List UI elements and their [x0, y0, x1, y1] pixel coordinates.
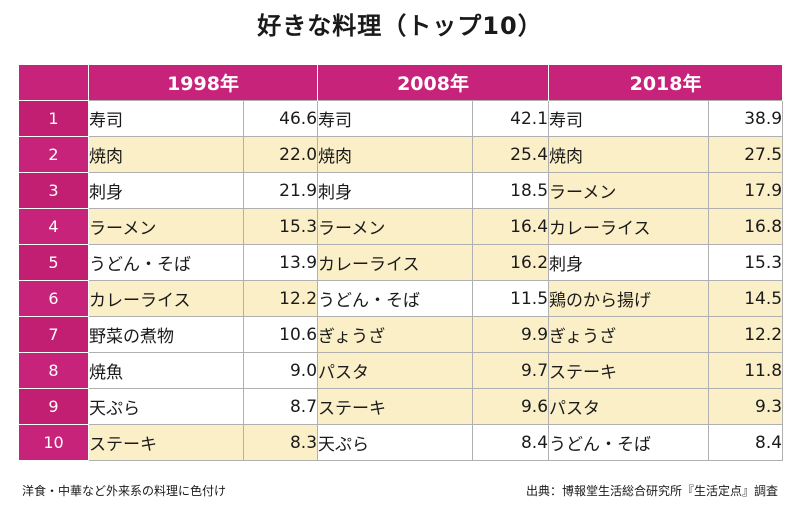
dish-cell: うどん・そば [88, 244, 244, 281]
rank-header [18, 64, 89, 101]
dish-cell: 寿司 [88, 100, 244, 137]
dish-cell: 野菜の煮物 [88, 316, 244, 353]
rank-cell: 7 [18, 316, 89, 353]
dish-cell: うどん・そば [317, 280, 474, 317]
dish-cell: 焼魚 [88, 352, 244, 389]
value-cell: 9.7 [472, 352, 550, 389]
dish-cell: ラーメン [548, 172, 710, 209]
rank-cell: 4 [18, 208, 89, 245]
value-cell: 42.1 [472, 100, 550, 137]
value-cell: 13.9 [242, 244, 319, 281]
value-cell: 9.6 [472, 388, 550, 425]
table-row: 5 うどん・そば 13.9 カレーライス 16.2 刺身 15.3 [18, 244, 784, 281]
dish-cell: パスタ [548, 388, 710, 425]
value-cell: 10.6 [242, 316, 319, 353]
value-cell: 11.8 [708, 352, 784, 389]
dish-cell: 天ぷら [317, 424, 474, 461]
source-note: 出典：博報堂生活総合研究所『生活定点』調査 [525, 484, 778, 498]
value-cell: 12.2 [708, 316, 784, 353]
dish-cell: カレーライス [88, 280, 244, 317]
dish-cell: カレーライス [548, 208, 710, 245]
value-cell: 15.3 [242, 208, 319, 245]
dish-cell: ぎょうざ [317, 316, 474, 353]
dish-cell: 焼肉 [548, 136, 710, 173]
dish-cell: パスタ [317, 352, 474, 389]
value-cell: 25.4 [472, 136, 550, 173]
dish-cell: うどん・そば [548, 424, 710, 461]
table-row: 4 ラーメン 15.3 ラーメン 16.4 カレーライス 16.8 [18, 208, 784, 245]
rank-cell: 1 [18, 100, 89, 137]
ranking-table: 1998年 2008年 2018年 1 寿司 46.6 寿司 42.1 寿司 38.9 2 焼肉… [18, 64, 784, 461]
dish-cell: 刺身 [317, 172, 474, 209]
value-cell: 46.6 [242, 100, 319, 137]
value-cell: 15.3 [708, 244, 784, 281]
header-row: 1998年 2008年 2018年 [18, 64, 784, 101]
value-cell: 22.0 [242, 136, 319, 173]
dish-cell: 刺身 [548, 244, 710, 281]
dish-cell: ステーキ [548, 352, 710, 389]
dish-cell: 焼肉 [88, 136, 244, 173]
value-cell: 21.9 [242, 172, 319, 209]
value-cell: 9.3 [708, 388, 784, 425]
rank-cell: 5 [18, 244, 89, 281]
value-cell: 14.5 [708, 280, 784, 317]
table-row: 9 天ぷら 8.7 ステーキ 9.6 パスタ 9.3 [18, 388, 784, 425]
value-cell: 8.3 [242, 424, 319, 461]
dish-cell: ステーキ [88, 424, 244, 461]
table-row: 2 焼肉 22.0 焼肉 25.4 焼肉 27.5 [18, 136, 784, 173]
dish-cell: 寿司 [317, 100, 474, 137]
value-cell: 8.4 [708, 424, 784, 461]
value-cell: 8.7 [242, 388, 319, 425]
dish-cell: 焼肉 [317, 136, 474, 173]
table-row: 1 寿司 46.6 寿司 42.1 寿司 38.9 [18, 100, 784, 137]
table-body: 1 寿司 46.6 寿司 42.1 寿司 38.9 2 焼肉 22.0 焼肉 25.4 焼肉 27.5 3 刺… [18, 100, 784, 461]
table-row: 7 野菜の煮物 10.6 ぎょうざ 9.9 ぎょうざ 12.2 [18, 316, 784, 353]
table-row: 6 カレーライス 12.2 うどん・そば 11.5 鶏のから揚げ 14.5 [18, 280, 784, 317]
rank-cell: 6 [18, 280, 89, 317]
dish-cell: ぎょうざ [548, 316, 710, 353]
value-cell: 8.4 [472, 424, 550, 461]
value-cell: 27.5 [708, 136, 784, 173]
dish-cell: 鶏のから揚げ [548, 280, 710, 317]
rank-cell: 2 [18, 136, 89, 173]
value-cell: 9.0 [242, 352, 319, 389]
footnote: 洋食・中華など外来系の料理に色付け [22, 484, 227, 498]
rank-cell: 9 [18, 388, 89, 425]
rank-cell: 8 [18, 352, 89, 389]
table-row: 3 刺身 21.9 刺身 18.5 ラーメン 17.9 [18, 172, 784, 209]
dish-cell: ラーメン [88, 208, 244, 245]
value-cell: 16.2 [472, 244, 550, 281]
year-header-2018: 2018年 [548, 64, 784, 101]
year-header-1998: 1998年 [87, 64, 319, 101]
value-cell: 11.5 [472, 280, 550, 317]
year-header-2008: 2008年 [317, 64, 550, 101]
value-cell: 18.5 [472, 172, 550, 209]
value-cell: 17.9 [708, 172, 784, 209]
dish-cell: 天ぷら [88, 388, 244, 425]
dish-cell: ステーキ [317, 388, 474, 425]
table-row: 8 焼魚 9.0 パスタ 9.7 ステーキ 11.8 [18, 352, 784, 389]
rank-cell: 3 [18, 172, 89, 209]
value-cell: 16.4 [472, 208, 550, 245]
dish-cell: カレーライス [317, 244, 474, 281]
dish-cell: 刺身 [88, 172, 244, 209]
value-cell: 16.8 [708, 208, 784, 245]
value-cell: 12.2 [242, 280, 319, 317]
value-cell: 38.9 [708, 100, 784, 137]
rank-cell: 10 [18, 424, 89, 461]
dish-cell: ラーメン [317, 208, 474, 245]
chart-title: 好きな料理（トップ10） [257, 12, 543, 40]
dish-cell: 寿司 [548, 100, 710, 137]
table-row: 10 ステーキ 8.3 天ぷら 8.4 うどん・そば 8.4 [18, 424, 784, 461]
value-cell: 9.9 [472, 316, 550, 353]
